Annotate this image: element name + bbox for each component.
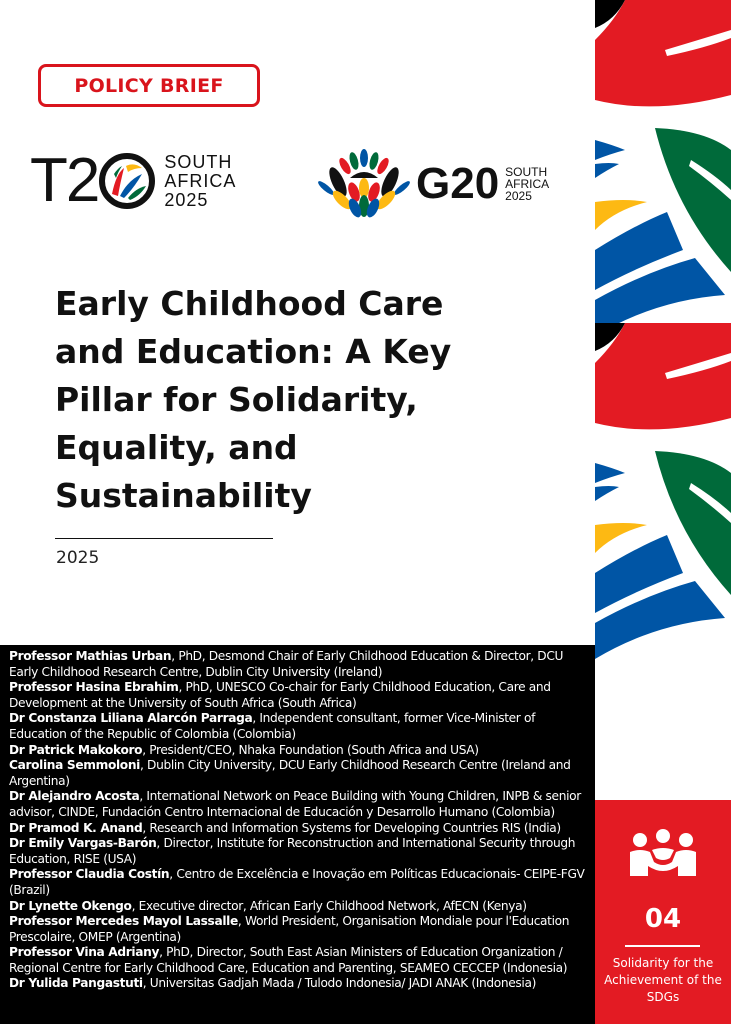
sdg-panel: 04 Solidarity for the Achievement of the… <box>595 800 731 1024</box>
author-entry: Dr Emily Vargas-Barón, Director, Institu… <box>9 836 589 867</box>
author-name: Dr Patrick Makokoro <box>9 742 143 757</box>
document-title: Early Childhood Care and Education: A Ke… <box>55 284 452 515</box>
g20-logo: G20 SOUTH AFRICA 2025 <box>318 148 549 220</box>
author-entry: Dr Constanza Liliana Alarcón Parraga, In… <box>9 711 589 742</box>
author-affiliation: , President/CEO, Nhaka Foundation (South… <box>142 742 479 757</box>
author-name: Professor Mathias Urban <box>9 649 172 663</box>
sdg-number: 04 <box>644 904 682 934</box>
g20-text-line: AFRICA <box>505 177 550 191</box>
author-affiliation: , Centro de Excelência e Inovação em Pol… <box>9 867 585 897</box>
title-divider <box>55 538 273 539</box>
t20-text-line: AFRICA <box>164 170 237 191</box>
t20-emblem-icon <box>99 153 156 209</box>
author-entry: Professor Mercedes Mayol Lassalle, World… <box>9 914 589 945</box>
author-affiliation: , Executive director, African Early Chil… <box>131 898 527 913</box>
author-affiliation: , International Network on Peace Buildin… <box>9 789 581 819</box>
author-entry: Dr Pramod K. Anand, Research and Informa… <box>9 821 589 837</box>
publication-year: 2025 <box>56 548 100 568</box>
author-name: Professor Hasina Ebrahim <box>9 680 179 695</box>
author-affiliation: , Universitas Gadjah Mada / Tulodo Indon… <box>142 976 537 991</box>
g20-text-line: 2025 <box>505 189 532 203</box>
author-name: Professor Mercedes Mayol Lassalle <box>9 914 238 929</box>
t20-logo: T2 SOUTH AFRICA 2025 <box>30 150 236 212</box>
t20-logo-text: SOUTH AFRICA 2025 <box>164 151 237 210</box>
author-name: Dr Pramod K. Anand <box>9 820 143 835</box>
g20-logo-mark: G20 <box>416 159 500 208</box>
t20-logo-mark: T2 <box>30 146 100 215</box>
author-entry: Dr Lynette Okengo, Executive director, A… <box>9 899 589 915</box>
sdg-label: Solidarity for the Achievement of the SD… <box>604 956 722 1004</box>
author-name: Dr Yulida Pangastuti <box>9 976 143 991</box>
author-name: Dr Emily Vargas-Barón <box>9 836 157 851</box>
author-entry: Professor Vina Adriany, PhD, Director, S… <box>9 945 589 976</box>
sdg-divider <box>625 945 700 947</box>
people-solidarity-icon <box>630 829 696 876</box>
author-name: Professor Claudia Costín <box>9 867 170 882</box>
author-affiliation: , Independent consultant, former Vice-Mi… <box>9 711 536 741</box>
author-entry: Professor Hasina Ebrahim, PhD, UNESCO Co… <box>9 680 589 711</box>
author-affiliation: , World President, Organisation Mondiale… <box>9 914 570 944</box>
author-affiliation: , PhD, Director, South East Asian Minist… <box>9 945 568 975</box>
author-name: Carolina Semmoloni <box>9 758 140 773</box>
authors-list: Professor Mathias Urban, PhD, Desmond Ch… <box>0 645 595 1024</box>
author-entry: Dr Alejandro Acosta, International Netwo… <box>9 789 589 820</box>
g20-logo-text: SOUTH AFRICA 2025 <box>505 166 549 202</box>
t20-text-line: 2025 <box>164 189 209 210</box>
author-affiliation: , PhD, UNESCO Co-chair for Early Childho… <box>9 680 551 710</box>
author-affiliation: , Director, Institute for Reconstruction… <box>9 836 576 866</box>
author-entry: Professor Mathias Urban, PhD, Desmond Ch… <box>9 649 589 680</box>
author-entry: Dr Yulida Pangastuti, Universitas Gadjah… <box>9 976 589 992</box>
policy-brief-badge: POLICY BRIEF <box>38 64 260 107</box>
author-entry: Professor Claudia Costín, Centro de Exce… <box>9 867 589 898</box>
protea-emblem-icon <box>318 149 410 218</box>
author-name: Professor Vina Adriany <box>9 945 160 960</box>
author-affiliation: , Research and Information Systems for D… <box>142 820 561 835</box>
author-entry: Dr Patrick Makokoro, President/CEO, Nhak… <box>9 743 589 759</box>
author-affiliation: , Dublin City University, DCU Early Chil… <box>9 758 571 788</box>
author-entry: Carolina Semmoloni, Dublin City Universi… <box>9 758 589 789</box>
author-name: Dr Alejandro Acosta <box>9 789 140 804</box>
author-affiliation: , PhD, Desmond Chair of Early Childhood … <box>9 649 564 679</box>
author-name: Dr Lynette Okengo <box>9 898 132 913</box>
g20-text-line: SOUTH <box>505 165 548 179</box>
decorative-leaf-stripe <box>595 0 731 659</box>
t20-text-line: SOUTH <box>164 151 233 172</box>
author-name: Dr Constanza Liliana Alarcón Parraga <box>9 711 253 726</box>
